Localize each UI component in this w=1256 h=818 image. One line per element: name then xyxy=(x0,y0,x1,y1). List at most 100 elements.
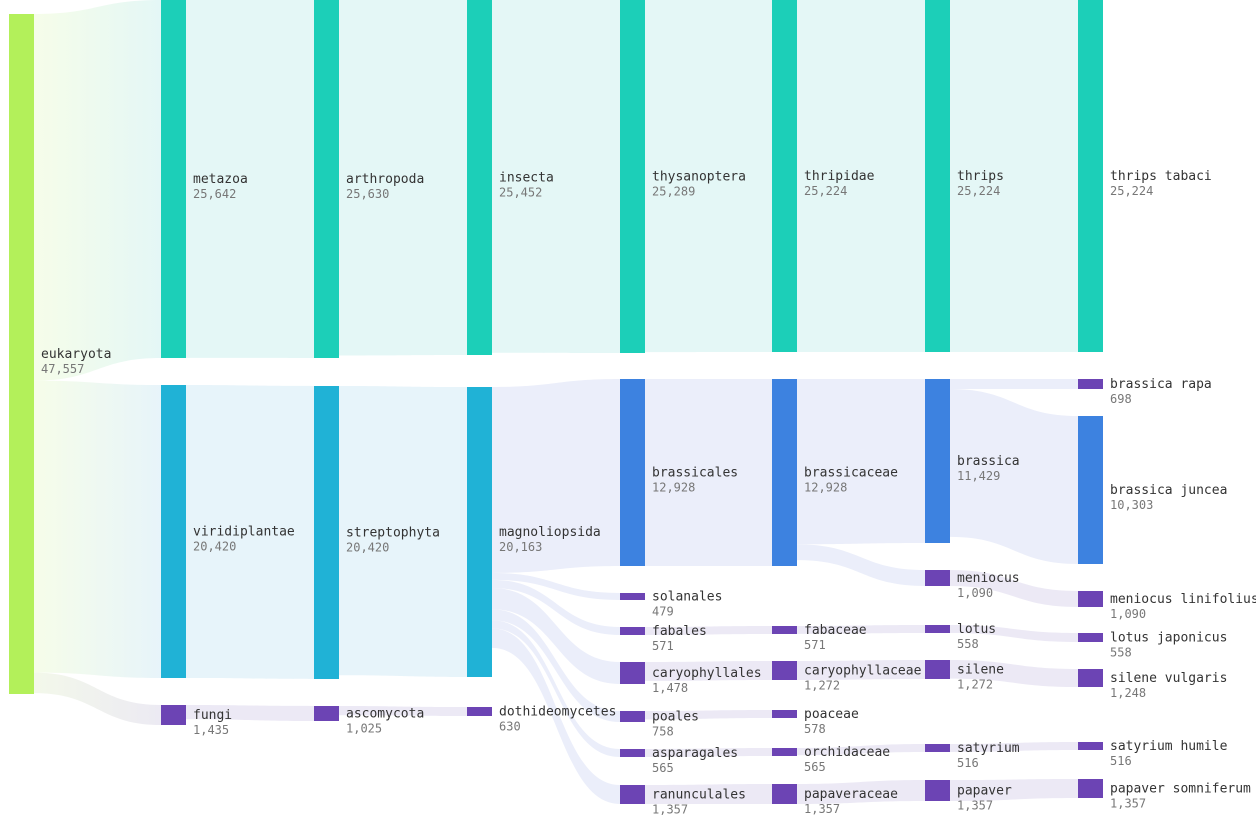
node-meniocus[interactable] xyxy=(925,570,950,586)
node-brassica_juncea[interactable] xyxy=(1078,416,1103,564)
node-ascomycota[interactable] xyxy=(314,706,339,721)
link-magnoliopsida-to-poales[interactable] xyxy=(492,609,620,722)
link-lotus-to-lotus_japonicus[interactable] xyxy=(950,625,1078,642)
link-viridiplantae-to-streptophyta[interactable] xyxy=(186,385,314,679)
node-thrips_tabaci[interactable] xyxy=(1078,0,1103,352)
node-caryophyllales[interactable] xyxy=(620,662,645,684)
node-poaceae[interactable] xyxy=(772,710,797,718)
node-label-meniocus_linifolius: meniocus linifolius xyxy=(1110,592,1256,607)
link-orchidaceae-to-satyrium[interactable] xyxy=(797,744,925,756)
link-papaver-to-papaver_somniferum[interactable] xyxy=(950,779,1078,801)
node-meniocus_linifolius[interactable] xyxy=(1078,591,1103,607)
node-value-thysanoptera: 25,289 xyxy=(652,185,695,199)
node-value-satyrium: 516 xyxy=(957,756,979,770)
link-eukaryota-to-metazoa[interactable] xyxy=(34,0,161,381)
link-brassica-to-brassica_juncea[interactable] xyxy=(950,389,1078,564)
node-label-orchidaceae: orchidaceae xyxy=(804,745,890,760)
node-label-thrips_tabaci: thrips tabaci xyxy=(1110,169,1212,184)
node-lotus_japonicus[interactable] xyxy=(1078,633,1103,642)
link-fabaceae-to-lotus[interactable] xyxy=(797,625,925,634)
node-papaveraceae[interactable] xyxy=(772,784,797,804)
node-value-thrips_tabaci: 25,224 xyxy=(1110,184,1153,198)
node-fungi[interactable] xyxy=(161,705,186,725)
node-metazoa[interactable] xyxy=(161,0,186,358)
node-silene[interactable] xyxy=(925,660,950,679)
node-solanales[interactable] xyxy=(620,593,645,600)
node-papaver[interactable] xyxy=(925,780,950,801)
link-magnoliopsida-to-brassicales[interactable] xyxy=(492,379,620,573)
link-fungi-to-ascomycota[interactable] xyxy=(186,705,314,721)
node-value-solanales: 479 xyxy=(652,605,674,619)
node-label-satyrium: satyrium xyxy=(957,741,1020,756)
link-asparagales-to-orchidaceae[interactable] xyxy=(645,748,772,757)
link-papaveraceae-to-papaver[interactable] xyxy=(797,780,925,804)
link-ranunculales-to-papaveraceae[interactable] xyxy=(645,784,772,804)
link-brassicales-to-brassicaceae[interactable] xyxy=(645,379,772,566)
link-magnoliopsida-to-asparagales[interactable] xyxy=(492,620,620,757)
node-orchidaceae[interactable] xyxy=(772,748,797,756)
link-magnoliopsida-to-ranunculales[interactable] xyxy=(492,628,620,804)
link-streptophyta-to-magnoliopsida[interactable] xyxy=(339,386,467,677)
node-brassicales[interactable] xyxy=(620,379,645,566)
link-arthropoda-to-insecta[interactable] xyxy=(339,0,467,356)
node-thripidae[interactable] xyxy=(772,0,797,352)
node-eukaryota[interactable] xyxy=(9,14,34,694)
node-streptophyta[interactable] xyxy=(314,386,339,679)
node-satyrium_humile[interactable] xyxy=(1078,742,1103,750)
node-value-fabales: 571 xyxy=(652,639,674,653)
node-insecta[interactable] xyxy=(467,0,492,355)
link-brassica-to-brassica_rapa[interactable] xyxy=(950,379,1078,390)
link-poales-to-poaceae[interactable] xyxy=(645,710,772,720)
node-arthropoda[interactable] xyxy=(314,0,339,358)
node-poales[interactable] xyxy=(620,711,645,722)
link-thrips-to-thrips_tabaci[interactable] xyxy=(950,0,1078,352)
node-label-magnoliopsida: magnoliopsida xyxy=(499,525,601,540)
node-dothideomycetes[interactable] xyxy=(467,707,492,716)
node-thrips[interactable] xyxy=(925,0,950,352)
node-label-brassica_juncea: brassica juncea xyxy=(1110,483,1227,498)
node-label-brassica_rapa: brassica rapa xyxy=(1110,377,1212,392)
link-ascomycota-to-dothideomycetes[interactable] xyxy=(339,706,467,716)
node-thysanoptera[interactable] xyxy=(620,0,645,353)
node-label-satyrium_humile: satyrium humile xyxy=(1110,739,1228,754)
node-lotus[interactable] xyxy=(925,625,950,633)
node-brassicaceae[interactable] xyxy=(772,379,797,566)
node-label-eukaryota: eukaryota xyxy=(41,347,111,362)
link-magnoliopsida-to-fabales[interactable] xyxy=(492,579,620,635)
node-ranunculales[interactable] xyxy=(620,785,645,804)
node-fabales[interactable] xyxy=(620,627,645,635)
link-metazoa-to-arthropoda[interactable] xyxy=(186,0,314,358)
link-caryophyllaceae-to-silene[interactable] xyxy=(797,660,925,680)
link-eukaryota-to-viridiplantae[interactable] xyxy=(34,380,161,678)
node-label-fungi: fungi xyxy=(193,708,232,723)
link-brassicaceae-to-meniocus[interactable] xyxy=(797,544,925,586)
link-eukaryota-to-fungi[interactable] xyxy=(34,672,161,725)
link-caryophyllales-to-caryophyllaceae[interactable] xyxy=(645,661,772,681)
node-papaver_somniferum[interactable] xyxy=(1078,779,1103,798)
link-magnoliopsida-to-caryophyllales[interactable] xyxy=(492,588,620,684)
node-label-fabaceae: fabaceae xyxy=(804,623,867,638)
node-value-thripidae: 25,224 xyxy=(804,184,847,198)
node-label-brassica: brassica xyxy=(957,454,1020,469)
link-thysanoptera-to-thripidae[interactable] xyxy=(645,0,772,353)
node-brassica_rapa[interactable] xyxy=(1078,379,1103,389)
link-satyrium-to-satyrium_humile[interactable] xyxy=(950,742,1078,752)
node-caryophyllaceae[interactable] xyxy=(772,661,797,680)
node-asparagales[interactable] xyxy=(620,749,645,757)
node-value-papaver: 1,357 xyxy=(957,799,993,813)
node-value-silene: 1,272 xyxy=(957,678,993,692)
node-viridiplantae[interactable] xyxy=(161,385,186,678)
node-magnoliopsida[interactable] xyxy=(467,387,492,677)
link-magnoliopsida-to-solanales[interactable] xyxy=(492,572,620,600)
node-silene_vulgaris[interactable] xyxy=(1078,669,1103,687)
node-fabaceae[interactable] xyxy=(772,626,797,634)
link-silene-to-silene_vulgaris[interactable] xyxy=(950,660,1078,687)
node-satyrium[interactable] xyxy=(925,744,950,752)
link-brassicaceae-to-brassica[interactable] xyxy=(797,379,925,545)
node-brassica[interactable] xyxy=(925,379,950,543)
link-thripidae-to-thrips[interactable] xyxy=(797,0,925,352)
link-fabales-to-fabaceae[interactable] xyxy=(645,626,772,635)
link-meniocus-to-meniocus_linifolius[interactable] xyxy=(950,570,1078,607)
link-insecta-to-thysanoptera[interactable] xyxy=(492,0,620,353)
node-value-fungi: 1,435 xyxy=(193,723,229,737)
